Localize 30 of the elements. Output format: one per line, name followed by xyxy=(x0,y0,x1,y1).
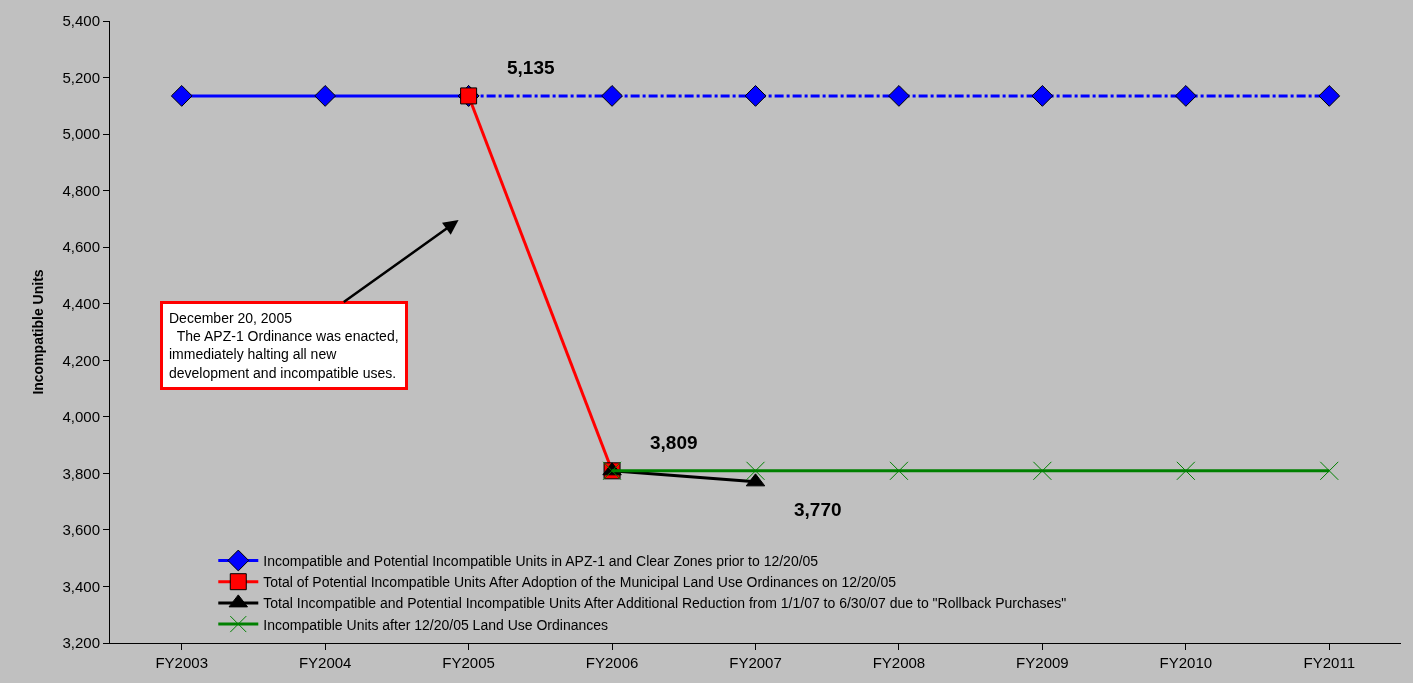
x-tick-label: FY2005 xyxy=(442,654,495,671)
y-tick-label: 5,200 xyxy=(62,68,100,86)
y-tick-label: 3,200 xyxy=(62,634,100,652)
x-tick-label: FY2009 xyxy=(1016,654,1069,671)
x-tick-label: FY2007 xyxy=(729,654,782,671)
y-axis-title: Incompatible Units xyxy=(30,269,47,395)
annotation: 5,135 xyxy=(507,57,555,78)
x-tick-label: FY2004 xyxy=(298,654,352,671)
y-tick-label: 4,000 xyxy=(62,408,100,426)
annotation: 3,809 xyxy=(650,432,698,453)
y-tick-label: 4,600 xyxy=(62,238,100,256)
y-tick-label: 3,800 xyxy=(62,464,100,482)
x-tick-label: FY2006 xyxy=(585,654,639,671)
y-tick-label: 3,600 xyxy=(62,521,100,539)
y-tick-label: 3,400 xyxy=(62,577,100,595)
legend-label: Incompatible Units after 12/20/05 Land Use Ordinances xyxy=(263,616,609,633)
annotation: December 20, 2005 The APZ-1 Ordinance was enacted, immediately halting all new development and incompatible uses. xyxy=(169,310,399,381)
y-tick-label: 5,400 xyxy=(62,12,100,30)
x-tick-label: FY2008 xyxy=(872,654,926,671)
y-tick-label: 5,000 xyxy=(62,125,100,143)
legend-label: Total of Potential Incompatible Units After Adoption of the Municipal Land Use Ordinances on 12/20/05 xyxy=(263,574,897,591)
y-tick-label: 4,200 xyxy=(62,351,100,369)
x-tick-label: FY2010 xyxy=(1159,654,1213,671)
annotation: 3,770 xyxy=(794,499,842,520)
x-tick-label: FY2011 xyxy=(1303,654,1355,671)
x-tick-label: FY2003 xyxy=(155,654,208,671)
legend-label: Incompatible and Potential Incompatible Units in APZ-1 and Clear Zones prior to 12/20/05 xyxy=(263,552,819,569)
y-tick-label: 4,400 xyxy=(62,294,100,312)
y-tick-label: 4,800 xyxy=(62,181,100,199)
legend-label: Total Incompatible and Potential Incompatible Units After Additional Reduction from 1/1/07 to 6/30/07 due to "Rollback Purchases" xyxy=(263,595,1067,612)
